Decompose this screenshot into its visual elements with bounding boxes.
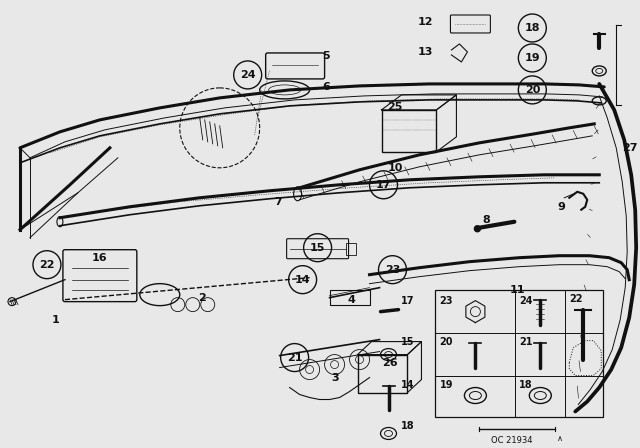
Text: 8: 8 (483, 215, 490, 225)
Text: 21: 21 (519, 336, 533, 347)
Text: 26: 26 (383, 358, 398, 367)
Text: 18: 18 (525, 23, 540, 33)
Text: 23: 23 (385, 265, 400, 275)
Text: 4: 4 (348, 295, 355, 305)
Text: 13: 13 (417, 47, 433, 57)
Text: 10: 10 (387, 163, 403, 173)
Text: 24: 24 (519, 296, 533, 306)
Text: 16: 16 (92, 253, 108, 263)
Text: 1: 1 (52, 314, 60, 325)
Text: 18: 18 (401, 422, 414, 431)
Text: 17: 17 (401, 296, 414, 306)
Circle shape (474, 226, 481, 232)
Text: 22: 22 (569, 293, 583, 304)
Text: 23: 23 (440, 296, 453, 306)
Text: 18: 18 (519, 379, 533, 390)
Text: 12: 12 (417, 17, 433, 27)
Bar (330, 290, 369, 305)
Text: 21: 21 (287, 353, 302, 362)
Bar (346, 243, 356, 255)
Text: OC 21934: OC 21934 (492, 436, 533, 445)
Text: ∧: ∧ (557, 435, 563, 444)
Text: 22: 22 (39, 260, 54, 270)
Text: 9: 9 (557, 202, 565, 212)
Text: 17: 17 (376, 180, 391, 190)
Text: 11: 11 (509, 284, 525, 295)
Text: 27: 27 (622, 143, 637, 153)
Text: 3: 3 (332, 373, 339, 383)
Text: 20: 20 (525, 85, 540, 95)
Text: 14: 14 (295, 275, 310, 284)
Text: 20: 20 (440, 336, 453, 347)
Bar (381, 110, 436, 152)
Text: 7: 7 (275, 197, 282, 207)
Text: 19: 19 (525, 53, 540, 63)
Bar (358, 354, 408, 392)
Text: 19: 19 (440, 379, 453, 390)
Text: 15: 15 (310, 243, 325, 253)
Text: 14: 14 (401, 379, 414, 390)
Text: 2: 2 (198, 293, 205, 303)
Text: 15: 15 (401, 336, 414, 347)
Bar (435, 290, 604, 418)
Text: 5: 5 (323, 51, 330, 61)
Text: 24: 24 (240, 70, 255, 80)
Text: 6: 6 (323, 82, 330, 92)
Text: 25: 25 (387, 102, 403, 112)
